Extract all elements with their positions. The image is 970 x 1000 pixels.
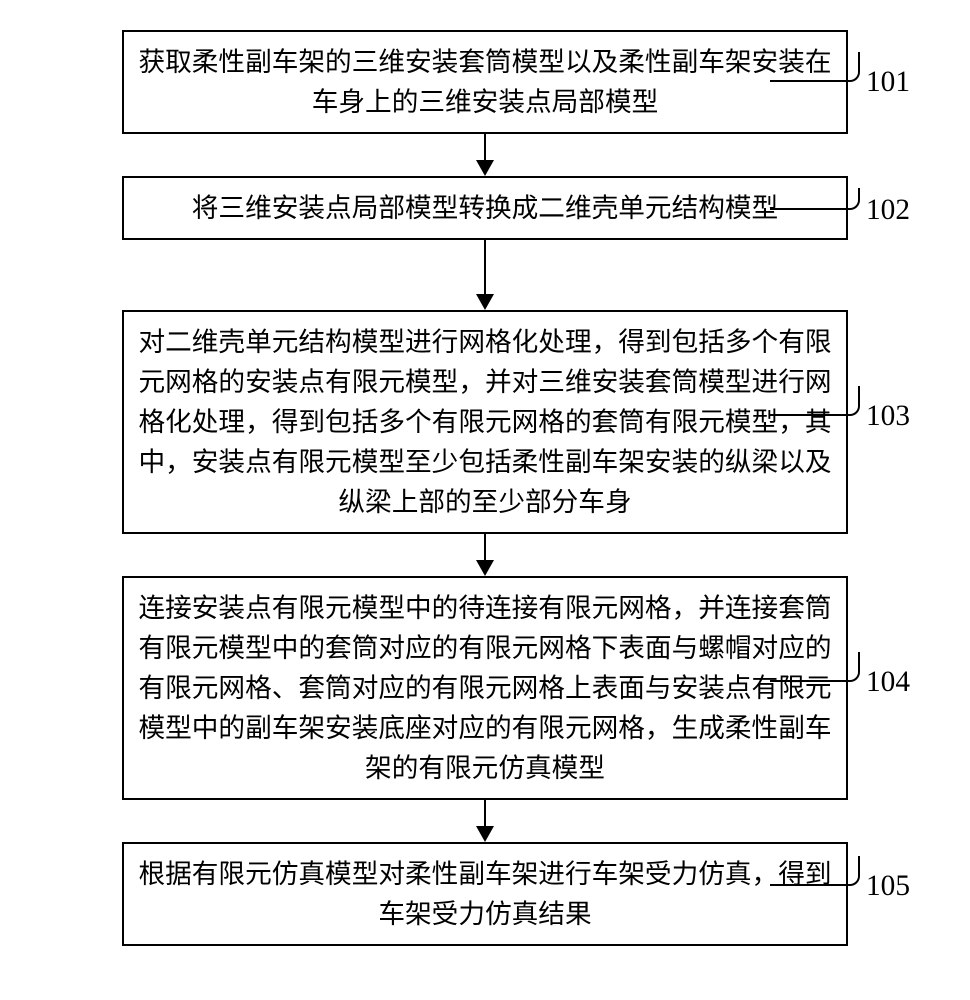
step-box: 根据有限元仿真模型对柔性副车架进行车架受力仿真，得到车架受力仿真结果 (122, 842, 848, 946)
step-label: 102 (866, 194, 910, 227)
step-label: 101 (866, 66, 910, 99)
arrow-head-icon (476, 560, 494, 576)
step-number: 105 (866, 870, 910, 902)
arrow-line (484, 240, 486, 294)
step-box: 将三维安装点局部模型转换成二维壳单元结构模型 (122, 176, 848, 240)
label-connector (770, 652, 860, 682)
step-label: 105 (866, 870, 910, 903)
step-number: 103 (866, 400, 910, 432)
arrow-head-icon (476, 294, 494, 310)
label-connector (770, 188, 860, 210)
arrow (476, 240, 494, 310)
flowchart-step-2: 将三维安装点局部模型转换成二维壳单元结构模型 102 (0, 176, 970, 240)
step-box: 连接安装点有限元模型中的待连接有限元网格，并连接套筒有限元模型中的套筒对应的有限… (122, 576, 848, 800)
flowchart-step-3: 对二维壳单元结构模型进行网格化处理，得到包括多个有限元网格的安装点有限元模型，并… (0, 310, 970, 534)
arrow-line (484, 534, 486, 560)
step-label: 103 (866, 400, 910, 433)
step-box: 获取柔性副车架的三维安装套筒模型以及柔性副车架安装在车身上的三维安装点局部模型 (122, 30, 848, 134)
arrow (476, 534, 494, 576)
arrow-head-icon (476, 826, 494, 842)
step-number: 104 (866, 666, 910, 698)
label-connector (770, 386, 860, 416)
label-connector (770, 856, 860, 886)
arrow (476, 134, 494, 176)
step-number: 102 (866, 194, 910, 226)
label-connector (770, 52, 860, 82)
step-number: 101 (866, 66, 910, 98)
arrow-head-icon (476, 160, 494, 176)
flowchart-step-1: 获取柔性副车架的三维安装套筒模型以及柔性副车架安装在车身上的三维安装点局部模型 1… (0, 30, 970, 134)
flowchart-step-4: 连接安装点有限元模型中的待连接有限元网格，并连接套筒有限元模型中的套筒对应的有限… (0, 576, 970, 800)
arrow-line (484, 800, 486, 826)
arrow (476, 800, 494, 842)
flowchart-step-5: 根据有限元仿真模型对柔性副车架进行车架受力仿真，得到车架受力仿真结果 105 (0, 842, 970, 946)
step-box: 对二维壳单元结构模型进行网格化处理，得到包括多个有限元网格的安装点有限元模型，并… (122, 310, 848, 534)
flowchart-container: 获取柔性副车架的三维安装套筒模型以及柔性副车架安装在车身上的三维安装点局部模型 1… (0, 0, 970, 946)
step-label: 104 (866, 666, 910, 699)
arrow-line (484, 134, 486, 160)
